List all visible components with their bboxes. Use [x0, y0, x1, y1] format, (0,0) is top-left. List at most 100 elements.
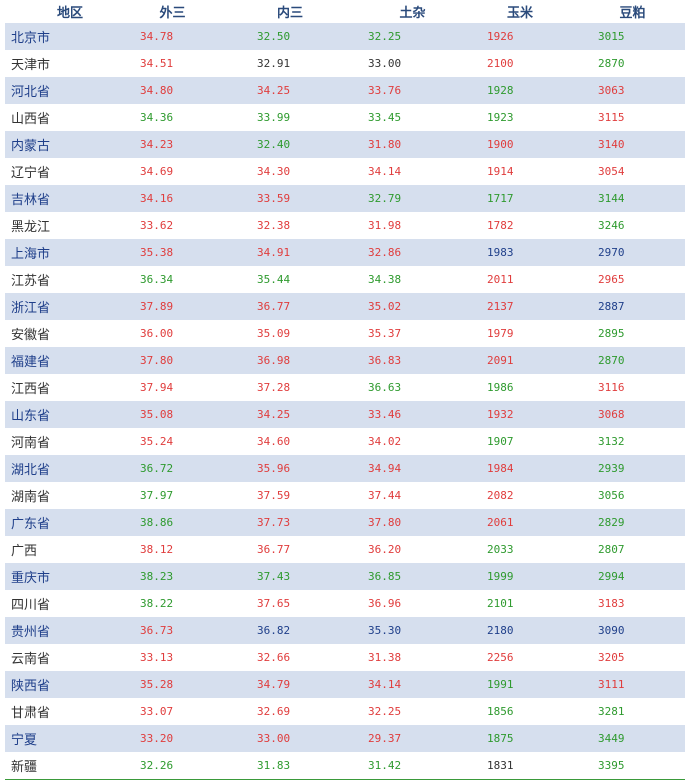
region-cell: 黑龙江: [11, 220, 51, 235]
table-row: 新疆 32.26 31.83 31.42 1831 3395: [5, 752, 685, 780]
neisan-cell: 34.79: [257, 678, 291, 691]
tuza-cell: 31.98: [368, 219, 402, 232]
soymeal-cell: 3449: [598, 732, 625, 745]
waisan-cell: 34.51: [140, 57, 174, 70]
region-cell: 北京市: [11, 31, 51, 46]
neisan-cell: 33.99: [257, 111, 291, 124]
region-cell: 甘肃省: [11, 706, 51, 721]
waisan-cell: 33.13: [140, 651, 174, 664]
neisan-cell: 37.65: [257, 597, 291, 610]
neisan-cell: 32.38: [257, 219, 291, 232]
soymeal-cell: 2895: [598, 327, 625, 340]
soymeal-cell: 3281: [598, 705, 625, 718]
waisan-cell: 38.22: [140, 597, 174, 610]
region-cell: 辽宁省: [11, 166, 51, 181]
table-row: 内蒙古 34.23 32.40 31.80 1900 3140: [5, 131, 685, 158]
neisan-cell: 36.82: [257, 624, 291, 637]
soymeal-cell: 3111: [598, 678, 625, 691]
neisan-cell: 35.96: [257, 462, 291, 475]
table-body: 北京市 34.78 32.50 32.25 1926 3015 天津市 34.51 32.91 3…: [5, 23, 685, 780]
table-row: 安徽省 36.00 35.09 35.37 1979 2895: [5, 320, 685, 347]
region-cell: 天津市: [11, 58, 51, 73]
corn-cell: 1926: [487, 30, 514, 43]
table-row: 上海市 35.38 34.91 32.86 1983 2970: [5, 239, 685, 266]
region-cell: 广东省: [11, 517, 51, 532]
table-header: 地区 外三 内三 土杂 玉米 豆粕: [5, 0, 685, 23]
tuza-cell: 33.46: [368, 408, 402, 421]
soymeal-cell: 3068: [598, 408, 625, 421]
corn-cell: 1991: [487, 678, 514, 691]
corn-cell: 1831: [487, 759, 514, 772]
waisan-cell: 32.26: [140, 759, 174, 772]
soymeal-cell: 3144: [598, 192, 625, 205]
header-waisan: 外三: [159, 6, 186, 21]
neisan-cell: 35.09: [257, 327, 291, 340]
waisan-cell: 37.80: [140, 354, 174, 367]
region-cell: 重庆市: [11, 571, 51, 586]
soymeal-cell: 2870: [598, 57, 625, 70]
neisan-cell: 34.25: [257, 408, 291, 421]
tuza-cell: 37.80: [368, 516, 402, 529]
soymeal-cell: 2870: [598, 354, 625, 367]
waisan-cell: 37.94: [140, 381, 174, 394]
corn-cell: 2091: [487, 354, 514, 367]
corn-cell: 1979: [487, 327, 514, 340]
table-row: 河北省 34.80 34.25 33.76 1928 3063: [5, 77, 685, 104]
region-cell: 吉林省: [11, 193, 51, 208]
corn-cell: 2061: [487, 516, 514, 529]
tuza-cell: 31.38: [368, 651, 402, 664]
region-cell: 宁夏: [11, 733, 38, 748]
neisan-cell: 36.98: [257, 354, 291, 367]
corn-cell: 1717: [487, 192, 514, 205]
soymeal-cell: 2829: [598, 516, 625, 529]
neisan-cell: 34.91: [257, 246, 291, 259]
soymeal-cell: 3205: [598, 651, 625, 664]
neisan-cell: 34.25: [257, 84, 291, 97]
region-cell: 陕西省: [11, 679, 51, 694]
corn-cell: 1986: [487, 381, 514, 394]
neisan-cell: 37.73: [257, 516, 291, 529]
soymeal-cell: 3246: [598, 219, 625, 232]
corn-cell: 2180: [487, 624, 514, 637]
neisan-cell: 32.69: [257, 705, 291, 718]
waisan-cell: 34.36: [140, 111, 174, 124]
tuza-cell: 32.25: [368, 30, 402, 43]
neisan-cell: 34.60: [257, 435, 291, 448]
corn-cell: 1856: [487, 705, 514, 718]
table-row: 北京市 34.78 32.50 32.25 1926 3015: [5, 23, 685, 50]
tuza-cell: 32.86: [368, 246, 402, 259]
waisan-cell: 34.78: [140, 30, 174, 43]
waisan-cell: 34.16: [140, 192, 174, 205]
table-row: 四川省 38.22 37.65 36.96 2101 3183: [5, 590, 685, 617]
corn-cell: 2101: [487, 597, 514, 610]
table-row: 河南省 35.24 34.60 34.02 1907 3132: [5, 428, 685, 455]
tuza-cell: 37.44: [368, 489, 402, 502]
neisan-cell: 36.77: [257, 543, 291, 556]
neisan-cell: 37.59: [257, 489, 291, 502]
region-cell: 四川省: [11, 598, 51, 613]
tuza-cell: 36.20: [368, 543, 402, 556]
tuza-cell: 35.37: [368, 327, 402, 340]
waisan-cell: 33.20: [140, 732, 174, 745]
waisan-cell: 35.28: [140, 678, 174, 691]
neisan-cell: 35.44: [257, 273, 291, 286]
waisan-cell: 33.07: [140, 705, 174, 718]
corn-cell: 1782: [487, 219, 514, 232]
tuza-cell: 34.14: [368, 678, 402, 691]
region-cell: 浙江省: [11, 301, 51, 316]
waisan-cell: 35.08: [140, 408, 174, 421]
region-cell: 新疆: [11, 760, 38, 775]
waisan-cell: 38.12: [140, 543, 174, 556]
table-row: 吉林省 34.16 33.59 32.79 1717 3144: [5, 185, 685, 212]
neisan-cell: 36.77: [257, 300, 291, 313]
region-cell: 山东省: [11, 409, 51, 424]
table-row: 山西省 34.36 33.99 33.45 1923 3115: [5, 104, 685, 131]
waisan-cell: 38.86: [140, 516, 174, 529]
tuza-cell: 36.85: [368, 570, 402, 583]
table-row: 湖南省 37.97 37.59 37.44 2082 3056: [5, 482, 685, 509]
table-row: 甘肃省 33.07 32.69 32.25 1856 3281: [5, 698, 685, 725]
corn-cell: 2137: [487, 300, 514, 313]
soymeal-cell: 3056: [598, 489, 625, 502]
table-row: 广西 38.12 36.77 36.20 2033 2807: [5, 536, 685, 563]
tuza-cell: 31.80: [368, 138, 402, 151]
